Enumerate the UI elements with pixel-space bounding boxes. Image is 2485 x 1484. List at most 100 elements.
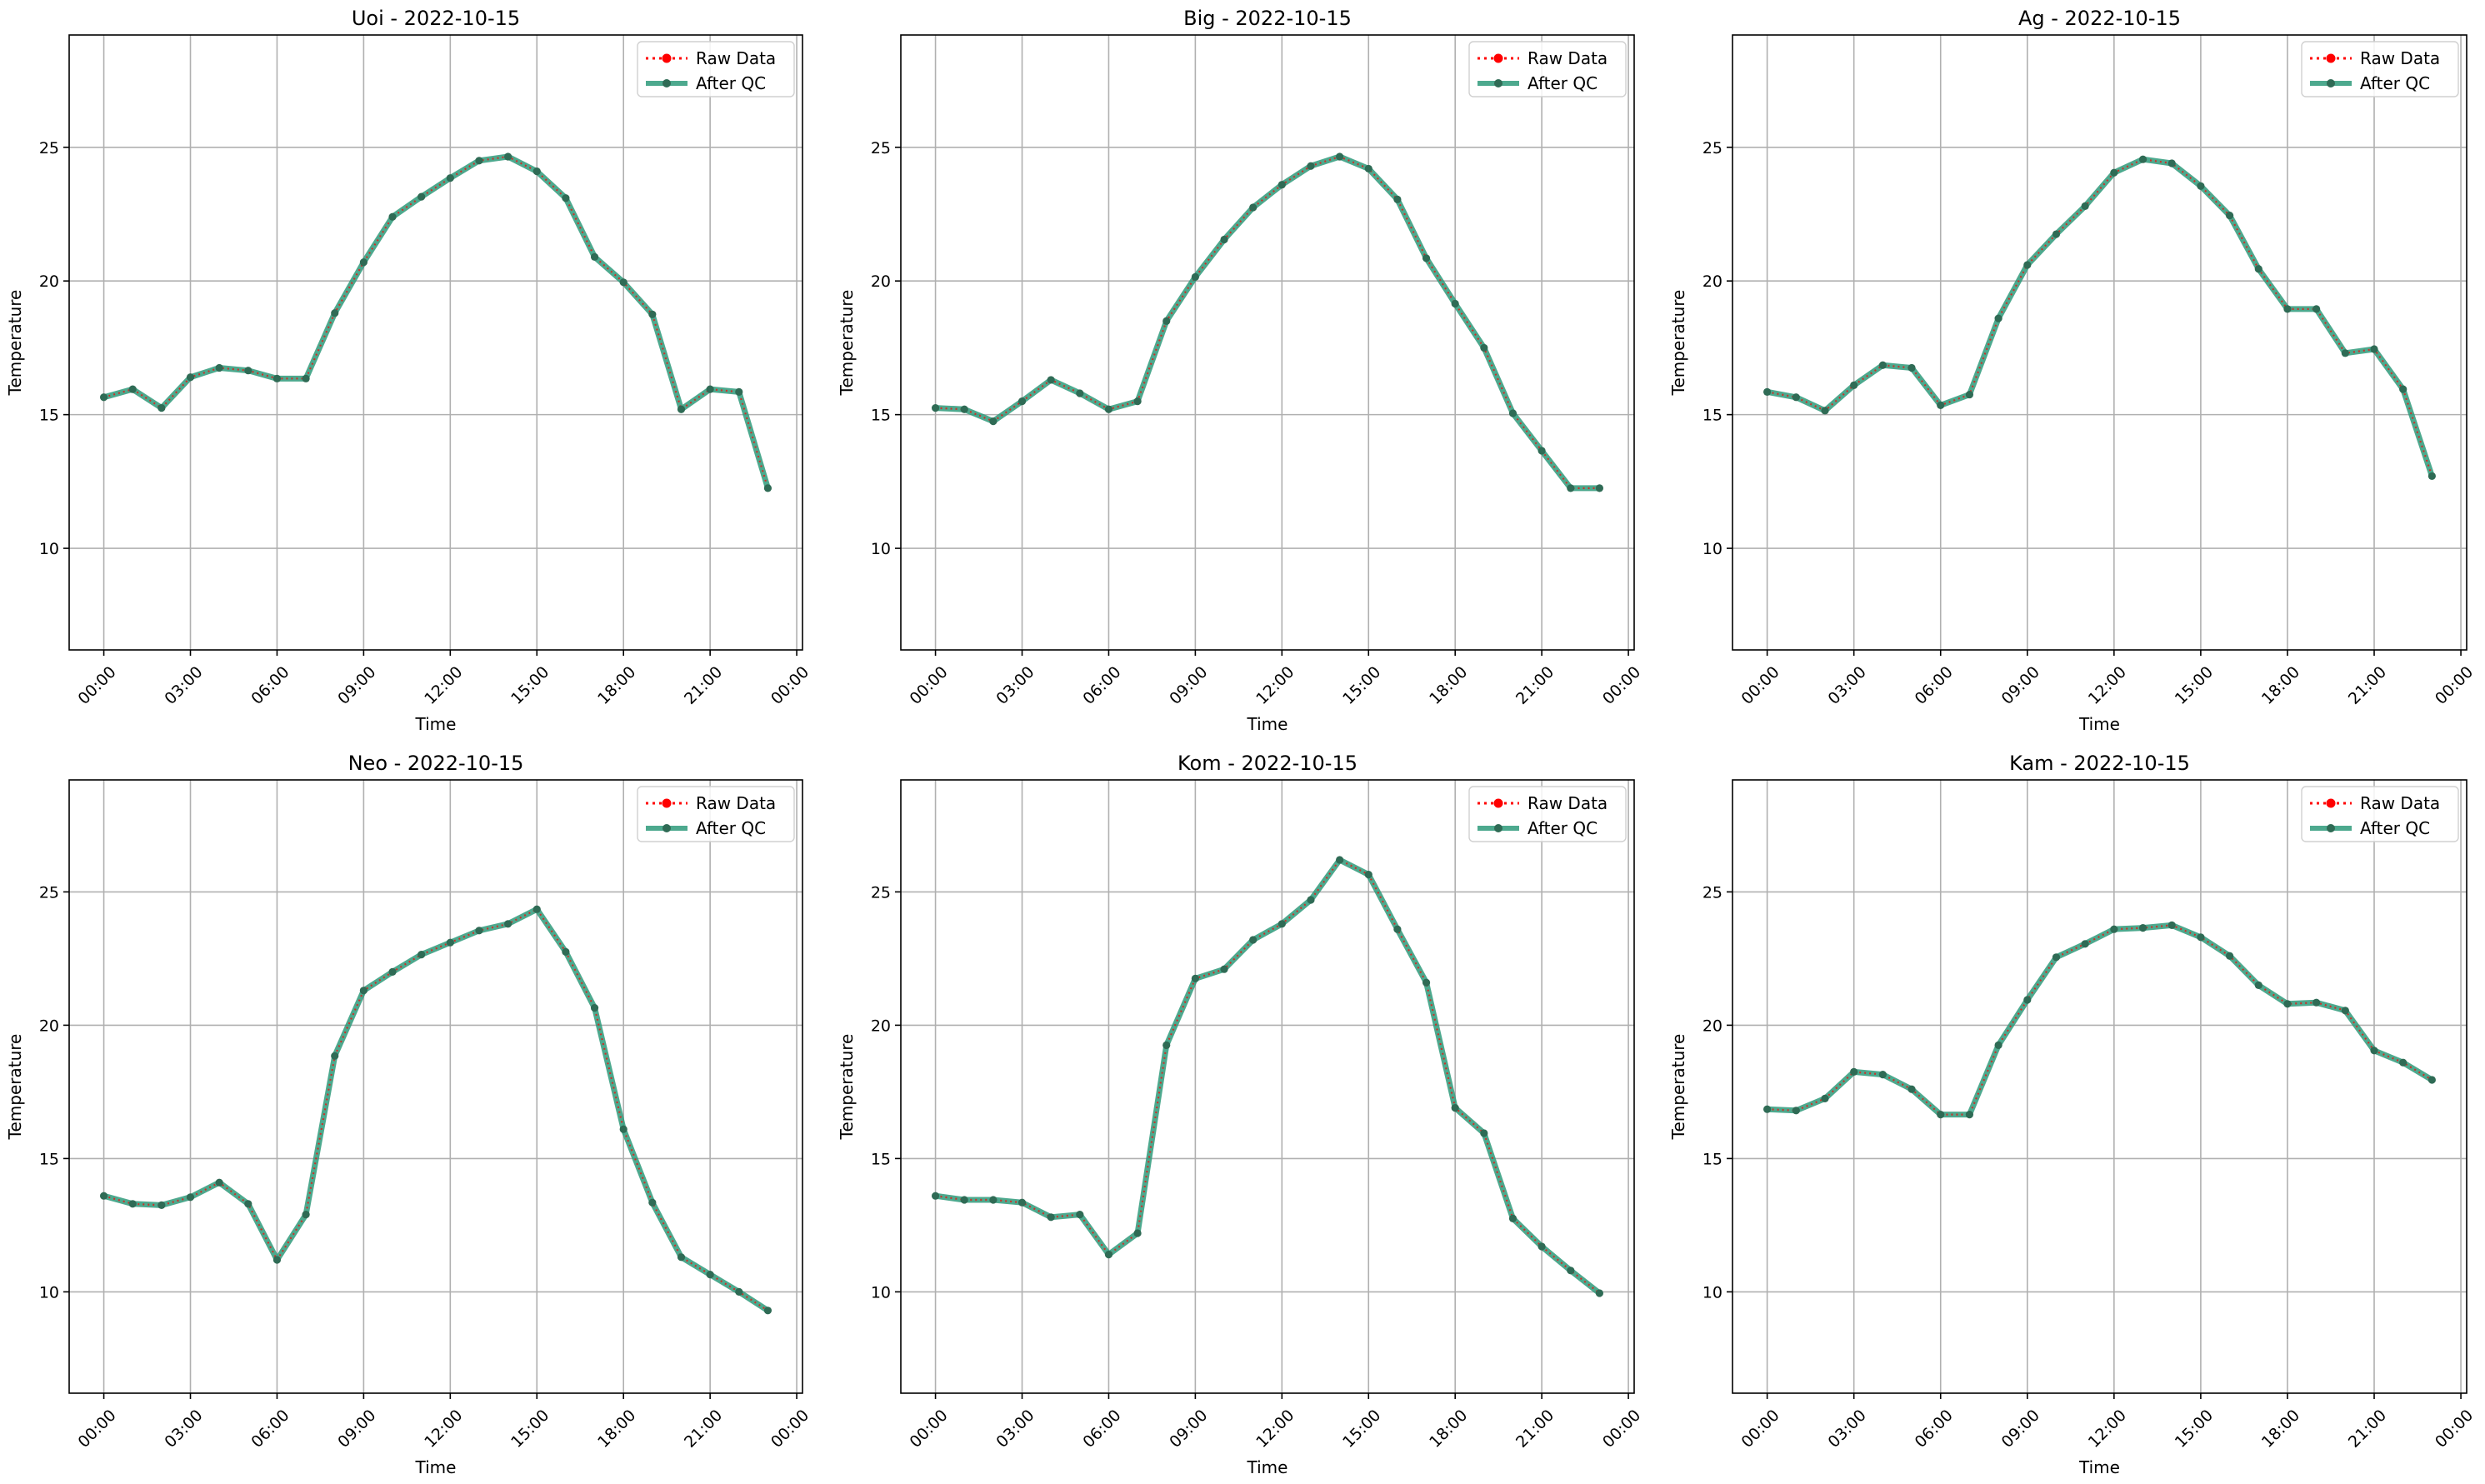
after-qc-point bbox=[359, 258, 368, 267]
after-qc-point bbox=[735, 1287, 743, 1296]
after-qc-point bbox=[2168, 921, 2176, 929]
y-tick-label: 15 bbox=[1702, 1150, 1722, 1168]
after-qc-point bbox=[244, 367, 252, 375]
chart-title: Big - 2022-10-15 bbox=[1183, 7, 1352, 30]
after-qc-point bbox=[331, 1052, 339, 1060]
x-tick-label: 00:00 bbox=[2432, 1407, 2477, 1452]
after-qc-point bbox=[532, 167, 541, 176]
after-qc-point bbox=[1220, 235, 1228, 244]
after-qc-point bbox=[532, 905, 541, 913]
x-tick-label: 21:00 bbox=[1512, 663, 1558, 708]
after-qc-point bbox=[302, 1211, 310, 1219]
panel-6: 00:00 03:00 06:00 09:00 12:00 15:00 18:00 21:00… bbox=[1668, 752, 2477, 1477]
after-qc-line bbox=[1766, 156, 2435, 477]
after-qc-point bbox=[2168, 159, 2176, 167]
after-qc-point bbox=[763, 484, 772, 492]
axes-frame bbox=[900, 779, 1635, 1394]
after-qc-point bbox=[706, 1271, 714, 1279]
after-qc-point bbox=[2254, 981, 2262, 989]
legend-raw-label: Raw Data bbox=[2360, 793, 2440, 813]
after-qc-point bbox=[1018, 397, 1027, 406]
y-tick-label: 25 bbox=[1702, 883, 1722, 902]
x-tick-label: 00:00 bbox=[1599, 1407, 1644, 1452]
axes-frame bbox=[1732, 779, 2468, 1394]
y-tick-label: 10 bbox=[39, 540, 59, 558]
legend-qc-marker bbox=[662, 79, 671, 87]
after-qc-point bbox=[1937, 401, 1945, 410]
after-qc-point bbox=[619, 278, 628, 287]
after-qc-point bbox=[2110, 168, 2118, 177]
after-qc-point bbox=[1393, 195, 1402, 203]
after-qc-point bbox=[1595, 484, 1604, 492]
after-qc-point bbox=[272, 1256, 282, 1264]
legend-qc-label: After QC bbox=[696, 73, 766, 93]
after-qc-point bbox=[158, 404, 166, 412]
after-qc-point bbox=[158, 1201, 166, 1209]
after-qc-point bbox=[2225, 952, 2234, 960]
after-qc-point bbox=[1792, 393, 1800, 402]
y-tick-label: 10 bbox=[871, 540, 891, 558]
y-tick-label: 10 bbox=[871, 1283, 891, 1302]
x-tick-label: 12:00 bbox=[2085, 663, 2130, 708]
x-tick-label: 03:00 bbox=[992, 1407, 1038, 1452]
y-tick-label: 10 bbox=[1702, 540, 1722, 558]
after-qc-point bbox=[1133, 1229, 1142, 1237]
after-qc-point bbox=[504, 920, 512, 928]
after-qc-point bbox=[1133, 397, 1142, 406]
legend-qc-marker bbox=[1494, 824, 1502, 832]
x-tick-label: 03:00 bbox=[161, 663, 206, 708]
legend: Raw Data After QC bbox=[1468, 41, 1627, 97]
x-tick-label: 00:00 bbox=[74, 663, 119, 708]
after-qc-point bbox=[1567, 1267, 1575, 1275]
y-tick-label: 25 bbox=[1702, 139, 1722, 157]
axes-frame bbox=[68, 34, 803, 651]
after-qc-point bbox=[1364, 871, 1372, 879]
x-tick-label: 18:00 bbox=[2258, 1407, 2303, 1452]
x-tick-label: 00:00 bbox=[768, 663, 812, 708]
after-qc-point bbox=[2023, 996, 2032, 1004]
after-qc-point bbox=[2428, 472, 2436, 481]
x-tick-label: 06:00 bbox=[248, 663, 292, 708]
after-qc-point bbox=[215, 1178, 223, 1187]
after-qc-point bbox=[418, 951, 426, 959]
after-qc-point bbox=[302, 374, 310, 382]
raw-data-line bbox=[1767, 158, 2433, 477]
x-axis-label: Time bbox=[2078, 1457, 2120, 1477]
after-qc-point bbox=[931, 404, 940, 412]
y-tick-label: 25 bbox=[39, 139, 59, 157]
after-qc-point bbox=[1191, 272, 1199, 281]
after-qc-point bbox=[1908, 1085, 1916, 1093]
legend-qc-label: After QC bbox=[1528, 73, 1598, 93]
legend-raw-label: Raw Data bbox=[2360, 48, 2440, 68]
after-qc-point bbox=[1422, 254, 1431, 262]
panel-5: 00:00 03:00 06:00 09:00 12:00 15:00 18:00 21:00… bbox=[837, 752, 1644, 1477]
legend-raw-label: Raw Data bbox=[696, 48, 776, 68]
after-qc-point bbox=[2081, 202, 2089, 210]
x-tick-label: 09:00 bbox=[1166, 663, 1211, 708]
legend-raw-label: Raw Data bbox=[696, 793, 776, 813]
after-qc-point bbox=[1994, 314, 2002, 322]
legend-raw-marker bbox=[1493, 53, 1503, 63]
chart-title: Kom - 2022-10-15 bbox=[1178, 752, 1358, 775]
after-qc-point bbox=[619, 1125, 628, 1133]
x-tick-label: 00:00 bbox=[74, 1407, 119, 1452]
after-qc-line bbox=[102, 153, 771, 489]
after-qc-point bbox=[2197, 933, 2205, 942]
after-qc-point bbox=[2225, 211, 2234, 220]
legend-qc-label: After QC bbox=[1528, 818, 1598, 838]
axes-frame bbox=[1732, 34, 2468, 651]
legend-raw-marker bbox=[2326, 53, 2336, 63]
after-qc-point bbox=[1249, 936, 1258, 944]
after-qc-point bbox=[1162, 317, 1171, 325]
after-qc-point bbox=[2023, 261, 2032, 269]
after-qc-point bbox=[2138, 924, 2148, 932]
y-tick-label: 20 bbox=[871, 1017, 891, 1035]
y-axis-label: Temperature bbox=[5, 1034, 25, 1141]
x-tick-label: 12:00 bbox=[421, 663, 466, 708]
x-tick-label: 00:00 bbox=[2432, 663, 2477, 708]
x-tick-label: 21:00 bbox=[681, 1407, 726, 1452]
after-qc-point bbox=[1336, 152, 1344, 161]
x-tick-label: 06:00 bbox=[248, 1407, 292, 1452]
legend-qc-marker bbox=[662, 824, 671, 832]
